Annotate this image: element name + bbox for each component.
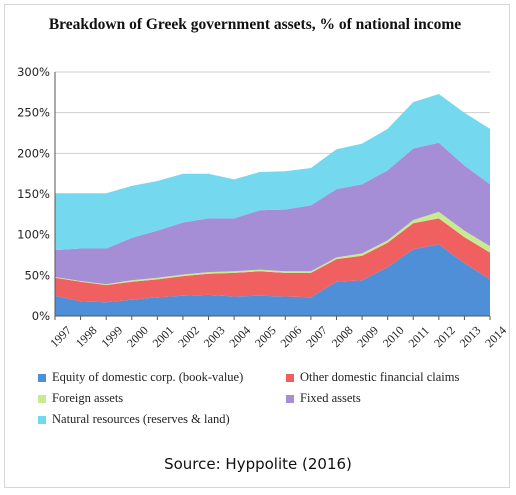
x-tick-label: 1998 (73, 323, 100, 350)
legend-item: Natural resources (reserves & land) (38, 412, 230, 427)
legend-swatch (286, 373, 294, 382)
legend-item: Other domestic financial claims (286, 370, 459, 385)
x-tick-label: 2004 (226, 323, 253, 350)
x-tick-label: 2011 (405, 324, 432, 351)
x-tick-label: 2012 (431, 323, 458, 350)
legend-label: Foreign assets (52, 391, 124, 405)
legend-label: Other domestic financial claims (300, 370, 460, 384)
legend-swatch (38, 415, 46, 424)
area-series-1 (55, 218, 490, 303)
legend-swatch (38, 373, 46, 382)
x-tick-label: 2009 (354, 323, 381, 350)
y-tick-label: 150% (17, 187, 50, 201)
x-tick-label: 2014 (482, 323, 509, 350)
area-series-4 (55, 94, 490, 251)
x-tick-label: 1997 (47, 323, 74, 350)
area-series-2 (55, 211, 490, 286)
area-series-3 (55, 142, 490, 285)
x-tick-label: 2005 (252, 323, 279, 350)
legend-item: Fixed assets (286, 391, 361, 406)
y-tick-label: 0% (32, 309, 50, 323)
x-tick-label: 2001 (150, 323, 177, 350)
x-tick-label: 2002 (175, 323, 202, 350)
legend-label: Fixed assets (300, 391, 361, 405)
chart-title: Breakdown of Greek government assets, % … (48, 16, 462, 33)
x-tick-label: 1999 (98, 323, 125, 350)
y-tick-label: 50% (24, 268, 50, 282)
legend-item: Foreign assets (38, 391, 123, 406)
x-tick-label: 2000 (124, 323, 151, 350)
chart-plot: 0%50%100%150%200%250%300% 19971998199920… (17, 65, 509, 351)
x-tick-label: 2007 (303, 323, 330, 350)
legend-swatch (286, 394, 294, 403)
x-tick-label: 2013 (457, 323, 484, 350)
y-tick-label: 300% (17, 65, 50, 79)
y-tick-label: 250% (17, 106, 50, 120)
legend-label: Equity of domestic corp. (book-value) (52, 370, 244, 384)
legend-swatch (38, 394, 46, 403)
area-series-0 (55, 244, 490, 316)
y-tick-label: 200% (17, 146, 50, 160)
x-tick-label: 2003 (201, 323, 228, 350)
x-tick-label: 2006 (278, 323, 305, 350)
x-tick-label: 2008 (329, 323, 356, 350)
legend-item: Equity of domestic corp. (book-value) (38, 370, 243, 385)
x-tick-label: 2010 (380, 323, 407, 350)
legend-label: Natural resources (reserves & land) (52, 412, 230, 426)
source-note: Source: Hyppolite (2016) (164, 455, 352, 473)
y-tick-label: 100% (17, 228, 50, 242)
